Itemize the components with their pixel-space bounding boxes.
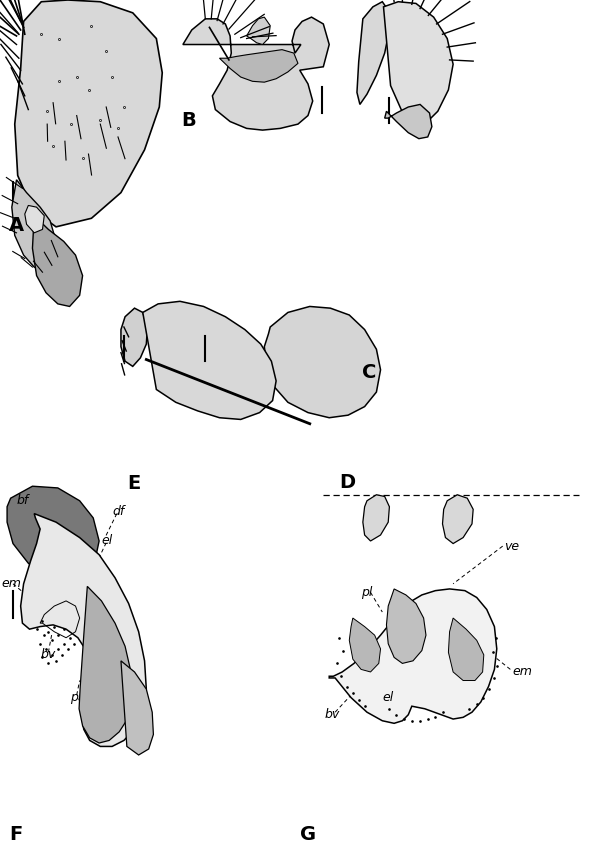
Text: D: D [339, 473, 355, 492]
Polygon shape [448, 618, 484, 681]
Text: df: df [112, 505, 124, 519]
Text: C: C [362, 363, 376, 382]
Polygon shape [183, 17, 329, 130]
Polygon shape [357, 2, 389, 104]
Polygon shape [121, 308, 148, 366]
Text: E: E [127, 474, 140, 493]
Text: pl: pl [361, 586, 372, 599]
Polygon shape [25, 205, 44, 233]
Text: G: G [300, 825, 316, 844]
Text: F: F [9, 825, 22, 844]
Polygon shape [384, 2, 453, 124]
Polygon shape [12, 180, 56, 272]
Polygon shape [7, 486, 99, 584]
Text: bv: bv [81, 669, 97, 683]
Text: em: em [512, 665, 532, 679]
Polygon shape [385, 104, 432, 139]
Polygon shape [264, 306, 381, 418]
Text: el: el [382, 691, 394, 704]
Polygon shape [121, 661, 153, 755]
Text: A: A [9, 216, 24, 235]
Text: bv: bv [324, 708, 340, 722]
Polygon shape [32, 216, 83, 306]
Polygon shape [247, 17, 270, 45]
Text: el: el [101, 534, 113, 548]
Polygon shape [219, 50, 298, 82]
Text: em: em [1, 577, 21, 591]
Polygon shape [349, 618, 381, 672]
Polygon shape [15, 0, 162, 227]
Polygon shape [329, 589, 497, 723]
Text: B: B [182, 111, 196, 130]
Polygon shape [21, 514, 146, 746]
Polygon shape [143, 301, 276, 419]
Polygon shape [79, 586, 133, 743]
Polygon shape [363, 495, 389, 541]
Polygon shape [442, 495, 473, 544]
Text: ve: ve [504, 539, 520, 553]
Text: bf: bf [17, 494, 29, 508]
Text: pa: pa [70, 691, 85, 704]
Polygon shape [386, 589, 426, 663]
Text: bv: bv [40, 648, 55, 662]
